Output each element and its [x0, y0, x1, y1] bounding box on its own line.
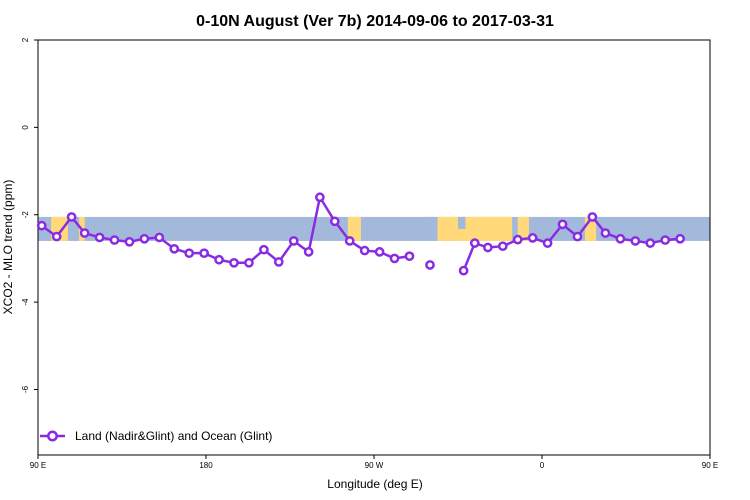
y-tick-label: 0	[21, 125, 30, 130]
legend: Land (Nadir&Glint) and Ocean (Glint)	[40, 429, 272, 443]
data-point	[36, 220, 47, 231]
plot-frame	[37, 39, 711, 456]
data-point	[572, 231, 583, 242]
data-point	[315, 192, 325, 203]
x-tick-label: 180	[199, 461, 213, 470]
data-point	[458, 265, 469, 276]
data-point	[389, 253, 400, 264]
x-tick-label: 90 E	[702, 461, 718, 470]
x-axis-label: Longitude (deg E)	[327, 477, 422, 491]
legend-marker-icon	[47, 430, 58, 442]
data-point	[244, 257, 254, 268]
data-point	[303, 247, 314, 257]
data-point	[139, 233, 150, 244]
data-point	[645, 238, 656, 248]
data-point	[259, 244, 269, 255]
map-ocean-band	[38, 216, 710, 241]
map-land-patch	[584, 216, 597, 241]
map-land-patch	[437, 216, 513, 241]
data-point	[557, 219, 568, 230]
data-point	[344, 236, 355, 246]
data-point	[483, 242, 493, 253]
data-point	[288, 236, 299, 246]
x-tick-label: 90 E	[30, 461, 46, 470]
y-tick-label: -6	[21, 385, 30, 393]
data-point	[329, 216, 340, 227]
map-ocean-patch	[426, 216, 434, 229]
data-point	[184, 248, 195, 259]
map-land-patch	[347, 216, 361, 241]
data-point	[79, 228, 90, 238]
chart-title: 0-10N August (Ver 7b) 2014-09-06 to 2017…	[196, 13, 554, 30]
data-point	[66, 212, 77, 222]
data-point	[169, 243, 180, 254]
x-tick-label: 90 W	[365, 461, 384, 470]
data-point	[660, 235, 671, 245]
series-line	[462, 215, 681, 272]
data-point	[527, 233, 538, 243]
data-point	[124, 236, 135, 247]
y-axis-label: XCO2 - MLO trend (ppm)	[1, 180, 15, 315]
series-layer	[36, 192, 685, 276]
data-point	[229, 257, 239, 268]
data-point	[273, 257, 284, 267]
data-point	[600, 228, 611, 238]
data-point	[615, 233, 626, 244]
data-point	[630, 236, 641, 246]
data-point	[404, 251, 415, 262]
data-point	[542, 238, 553, 248]
x-tick-label: 0	[540, 461, 545, 470]
data-point	[199, 248, 209, 259]
map-ocean-patch	[458, 216, 466, 229]
data-point	[109, 235, 120, 245]
data-point	[425, 260, 435, 270]
data-point	[675, 233, 685, 244]
map-background	[38, 216, 710, 241]
data-point	[512, 234, 523, 245]
data-point	[94, 232, 105, 243]
y-tick-label: -2	[21, 211, 30, 219]
data-point	[359, 245, 370, 256]
x-axis: 90 E 180 90 W 0 90 E	[30, 455, 718, 470]
map-land-patch	[517, 216, 529, 241]
data-point	[374, 247, 385, 257]
y-axis: 2 0 -2 -4 -6	[21, 37, 38, 393]
y-tick-label: -4	[21, 298, 30, 306]
data-point	[214, 254, 224, 265]
data-point	[51, 231, 62, 242]
legend-label: Land (Nadir&Glint) and Ocean (Glint)	[75, 429, 272, 443]
data-point	[497, 241, 508, 252]
data-point	[469, 238, 480, 248]
data-point	[587, 212, 598, 222]
y-tick-label: 2	[21, 37, 30, 42]
data-point	[154, 232, 165, 243]
